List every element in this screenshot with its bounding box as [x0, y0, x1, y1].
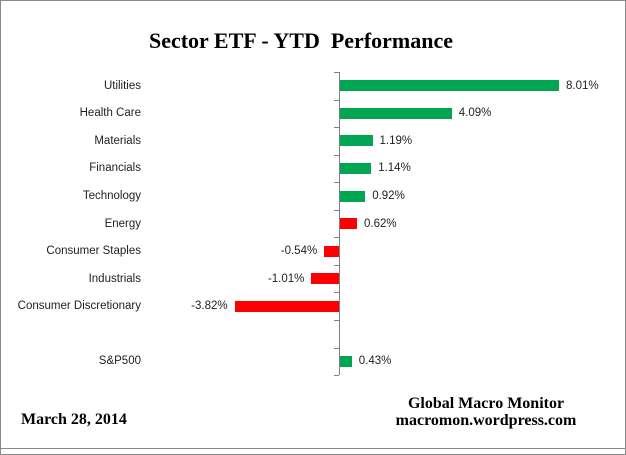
bar-utilities — [340, 80, 559, 92]
axis-tick — [334, 320, 339, 321]
bar-health-care — [340, 107, 452, 119]
category-label-health-care: Health Care — [79, 107, 141, 120]
axis-tick — [334, 264, 339, 266]
bar-technology — [340, 190, 366, 202]
chart-date: March 28, 2014 — [21, 411, 127, 428]
category-label-financials: Financials — [89, 162, 141, 175]
axis-tick — [334, 347, 339, 349]
value-label-industrials: -1.01% — [267, 272, 305, 285]
axis-tick — [334, 209, 339, 211]
axis-tick — [334, 99, 339, 101]
category-label-utilities: Utilities — [103, 79, 141, 92]
category-label-materials: Materials — [94, 134, 141, 147]
chart-title: Sector ETF - YTD Performance — [148, 28, 454, 53]
value-label-technology: 0.92% — [372, 190, 405, 202]
category-label-energy: Energy — [104, 217, 141, 230]
value-label-utilities: 8.01% — [566, 79, 599, 92]
bar-materials — [340, 135, 373, 147]
value-label-consumer-staples: -0.54% — [280, 245, 318, 258]
axis-tick — [334, 127, 339, 129]
category-label-consumer-staples: Consumer Staples — [46, 245, 141, 258]
value-label-s-p500: 0.43% — [358, 355, 392, 368]
value-label-consumer-discretionary: -3.82% — [191, 300, 228, 313]
axis-tick — [334, 237, 339, 239]
bottom-divider — [1, 448, 625, 449]
axis-tick — [334, 292, 339, 294]
value-label-energy: 0.62% — [364, 217, 397, 230]
value-label-health-care: 4.09% — [458, 107, 492, 120]
value-label-materials: 1.19% — [379, 134, 413, 147]
category-label-industrials: Industrials — [88, 272, 141, 285]
bar-industrials — [311, 273, 339, 285]
category-label-technology: Technology — [82, 190, 141, 202]
credit-block: Global Macro Monitor macromon.wordpress.… — [369, 395, 603, 429]
bar-s-p500 — [340, 355, 352, 367]
axis-tick — [334, 72, 339, 73]
axis-tick — [334, 154, 339, 156]
axis-tick — [334, 375, 339, 377]
category-label-consumer-discretionary: Consumer Discretionary — [17, 300, 141, 313]
bar-energy — [340, 218, 357, 229]
credit-line-2: macromon.wordpress.com — [395, 412, 577, 429]
credit-line-1: Global Macro Monitor — [407, 395, 565, 412]
category-label-s-p500: S&P500 — [98, 355, 141, 368]
bar-consumer-discretionary — [234, 300, 339, 312]
value-label-financials: 1.14% — [378, 162, 411, 175]
value-axis — [339, 72, 340, 376]
bar-financials — [340, 162, 372, 174]
axis-tick — [334, 182, 339, 184]
bar-consumer-staples — [324, 245, 339, 257]
